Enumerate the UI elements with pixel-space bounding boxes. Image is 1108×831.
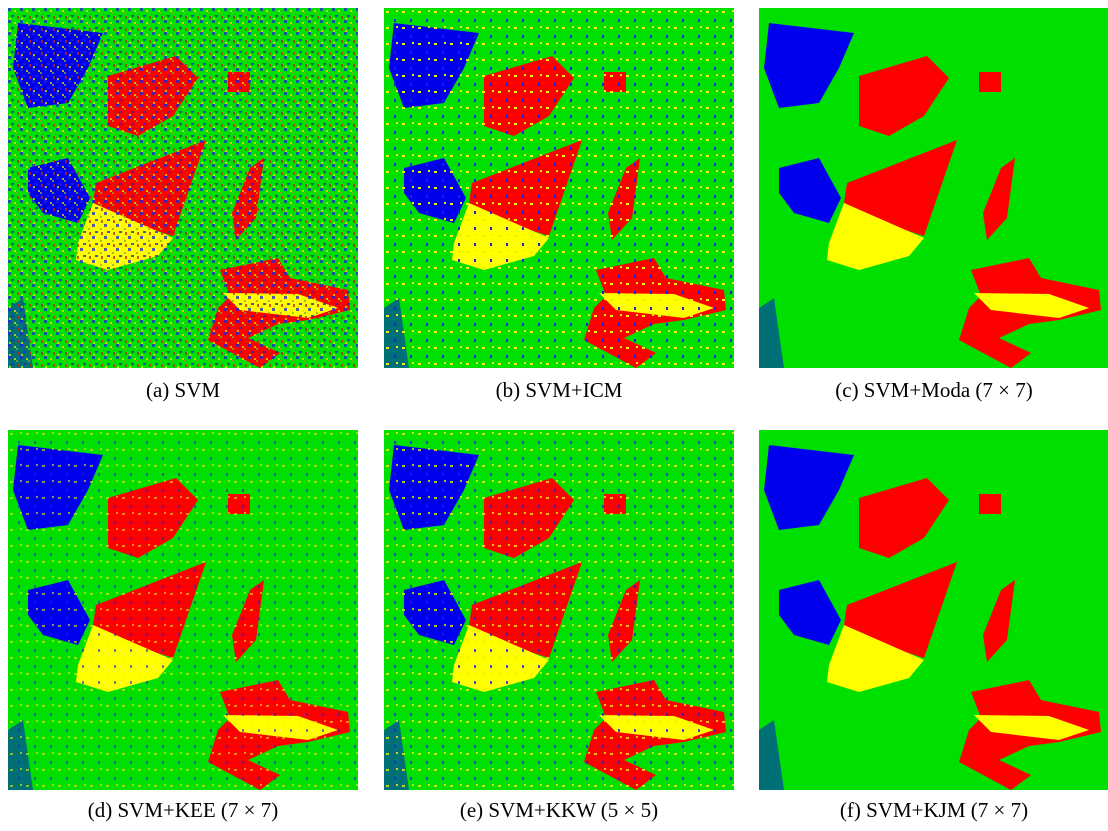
caption: (e) SVM+KKW (5 × 5)	[460, 798, 658, 822]
caption: (a) SVM	[146, 378, 220, 402]
figure: (a) SVM (b) SVM+ICM (c) SVM+Moda (7 × 7)…	[0, 0, 1108, 831]
panel-b	[384, 8, 734, 368]
caption: (b) SVM+ICM	[496, 378, 623, 402]
panel-c	[759, 8, 1108, 368]
caption: (f) SVM+KJM (7 × 7)	[840, 798, 1028, 822]
panel-e	[384, 430, 734, 790]
panel-f	[759, 430, 1108, 790]
panel-d	[8, 430, 358, 790]
caption: (c) SVM+Moda (7 × 7)	[835, 378, 1033, 402]
panel-a	[8, 8, 358, 368]
caption: (d) SVM+KEE (7 × 7)	[88, 798, 279, 822]
